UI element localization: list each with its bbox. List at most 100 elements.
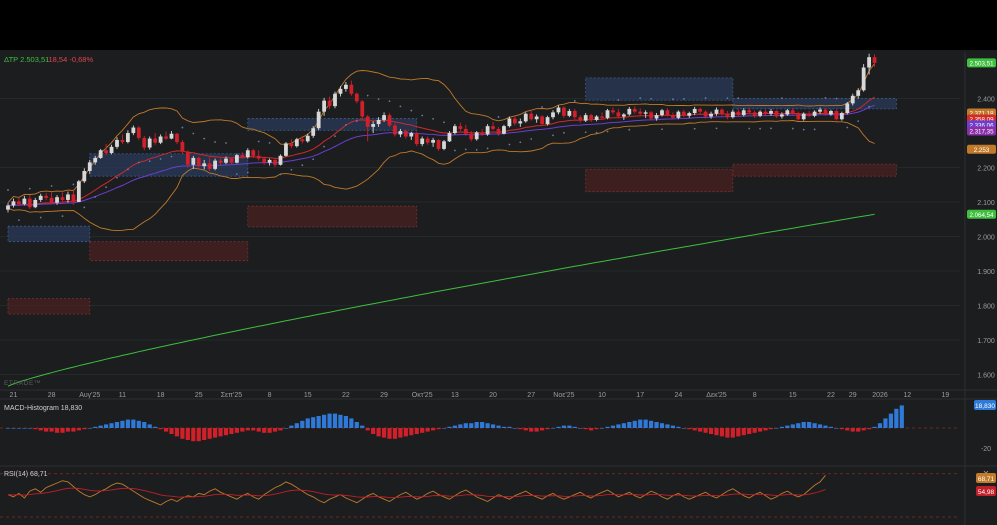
rsi-badge-top-bg [976, 473, 996, 483]
candle [202, 159, 207, 170]
macd-bar [338, 414, 343, 428]
macd-bar [174, 428, 180, 437]
macd-bar [278, 428, 283, 431]
macd-bar [33, 428, 38, 430]
price-badge-bg [967, 126, 996, 136]
candle [447, 130, 452, 143]
candle [856, 88, 861, 99]
sar-dot [181, 126, 184, 129]
candle [769, 108, 773, 116]
candle [82, 168, 87, 184]
price-badge-label: 2.253 [974, 147, 990, 154]
candle-body [801, 113, 806, 120]
candle [213, 158, 217, 171]
candle-body [376, 119, 381, 125]
candles[interactable] [6, 53, 877, 213]
candle-body [393, 125, 397, 135]
sar-dot [159, 158, 162, 160]
macd-bar [845, 428, 850, 431]
candle-body [109, 146, 114, 154]
candle-body [387, 115, 392, 126]
candle-body [349, 84, 354, 94]
candle [251, 148, 256, 158]
rsi-label[interactable]: RSI(14) 68,71 [4, 471, 48, 478]
candle-body [807, 113, 812, 116]
candle-body [616, 112, 621, 117]
macd-bar [87, 428, 92, 429]
sar-dot [682, 98, 685, 100]
candle [311, 126, 316, 138]
candle-body [403, 130, 408, 137]
sar-dot [148, 160, 151, 162]
candle-body [687, 113, 692, 116]
macd-label[interactable]: MACD-Histogram 18,830 [4, 405, 82, 412]
candle-body [605, 110, 610, 118]
demand-zone [585, 77, 734, 101]
candle [747, 107, 752, 115]
bollinger-upper [7, 63, 875, 203]
candle [872, 54, 877, 67]
macd-bar [774, 428, 779, 429]
sar-dot [279, 173, 282, 176]
candle-body [360, 101, 365, 117]
macd-bar [136, 420, 141, 428]
macd-bar [714, 428, 719, 436]
macd-bar [545, 428, 550, 430]
candle-body [834, 110, 839, 120]
sar-dot [824, 96, 827, 99]
candle-body [207, 163, 212, 169]
candle [44, 193, 49, 201]
candle [371, 121, 376, 134]
candle-body [578, 117, 583, 121]
price-axis: 2.400 2.200 2.100 2.000 1.900 1.800 1.700 1.600 [977, 97, 995, 380]
candle [6, 203, 10, 213]
time-tick-label: 10 [598, 392, 606, 399]
macd-bar [785, 425, 790, 428]
macd-bar [561, 425, 566, 428]
candle [420, 136, 425, 147]
macd-bar [643, 419, 648, 428]
candle [49, 191, 54, 205]
candle-body [867, 57, 871, 68]
candle [567, 108, 572, 118]
candle [256, 150, 261, 161]
macd-bar [104, 424, 109, 428]
candle-body [55, 197, 59, 203]
price-badge-bg [967, 58, 996, 68]
candle [578, 115, 583, 123]
candle-body [354, 93, 359, 102]
candle-body [600, 116, 604, 118]
candle-body [251, 150, 256, 156]
candle [796, 111, 801, 121]
price-tick-label: 2.200 [977, 166, 995, 173]
macd-bar [191, 428, 196, 442]
candle-body [153, 138, 158, 143]
sar-dot [552, 134, 554, 137]
candle [485, 124, 490, 136]
candle [823, 108, 828, 116]
macd-bar [142, 422, 147, 428]
macd-bar [632, 420, 637, 428]
candle-body [567, 110, 572, 116]
rsi-pane [0, 473, 960, 518]
candle-body [284, 143, 288, 156]
ema-red [7, 96, 875, 206]
sar-dot [661, 128, 663, 131]
time-tick-label: 27 [527, 392, 535, 399]
time-tick-label: 22 [342, 392, 350, 399]
sar-dot [83, 206, 86, 209]
symbol-header[interactable]: ΔΤΡ 2.503,51 -18,54 -0,68% [0, 52, 93, 66]
time-tick-label: 24 [674, 392, 682, 399]
bollinger-lower [7, 120, 875, 232]
macd-bar [861, 428, 866, 431]
price-tick-label: 2.000 [977, 235, 995, 242]
candle-body [60, 197, 65, 200]
sar-dot [759, 127, 761, 130]
sar-dot [748, 127, 751, 130]
candle [218, 158, 223, 166]
sar-dot [72, 183, 75, 186]
macd-bar [578, 428, 583, 429]
candle [834, 109, 839, 121]
macd-bar [54, 428, 60, 433]
